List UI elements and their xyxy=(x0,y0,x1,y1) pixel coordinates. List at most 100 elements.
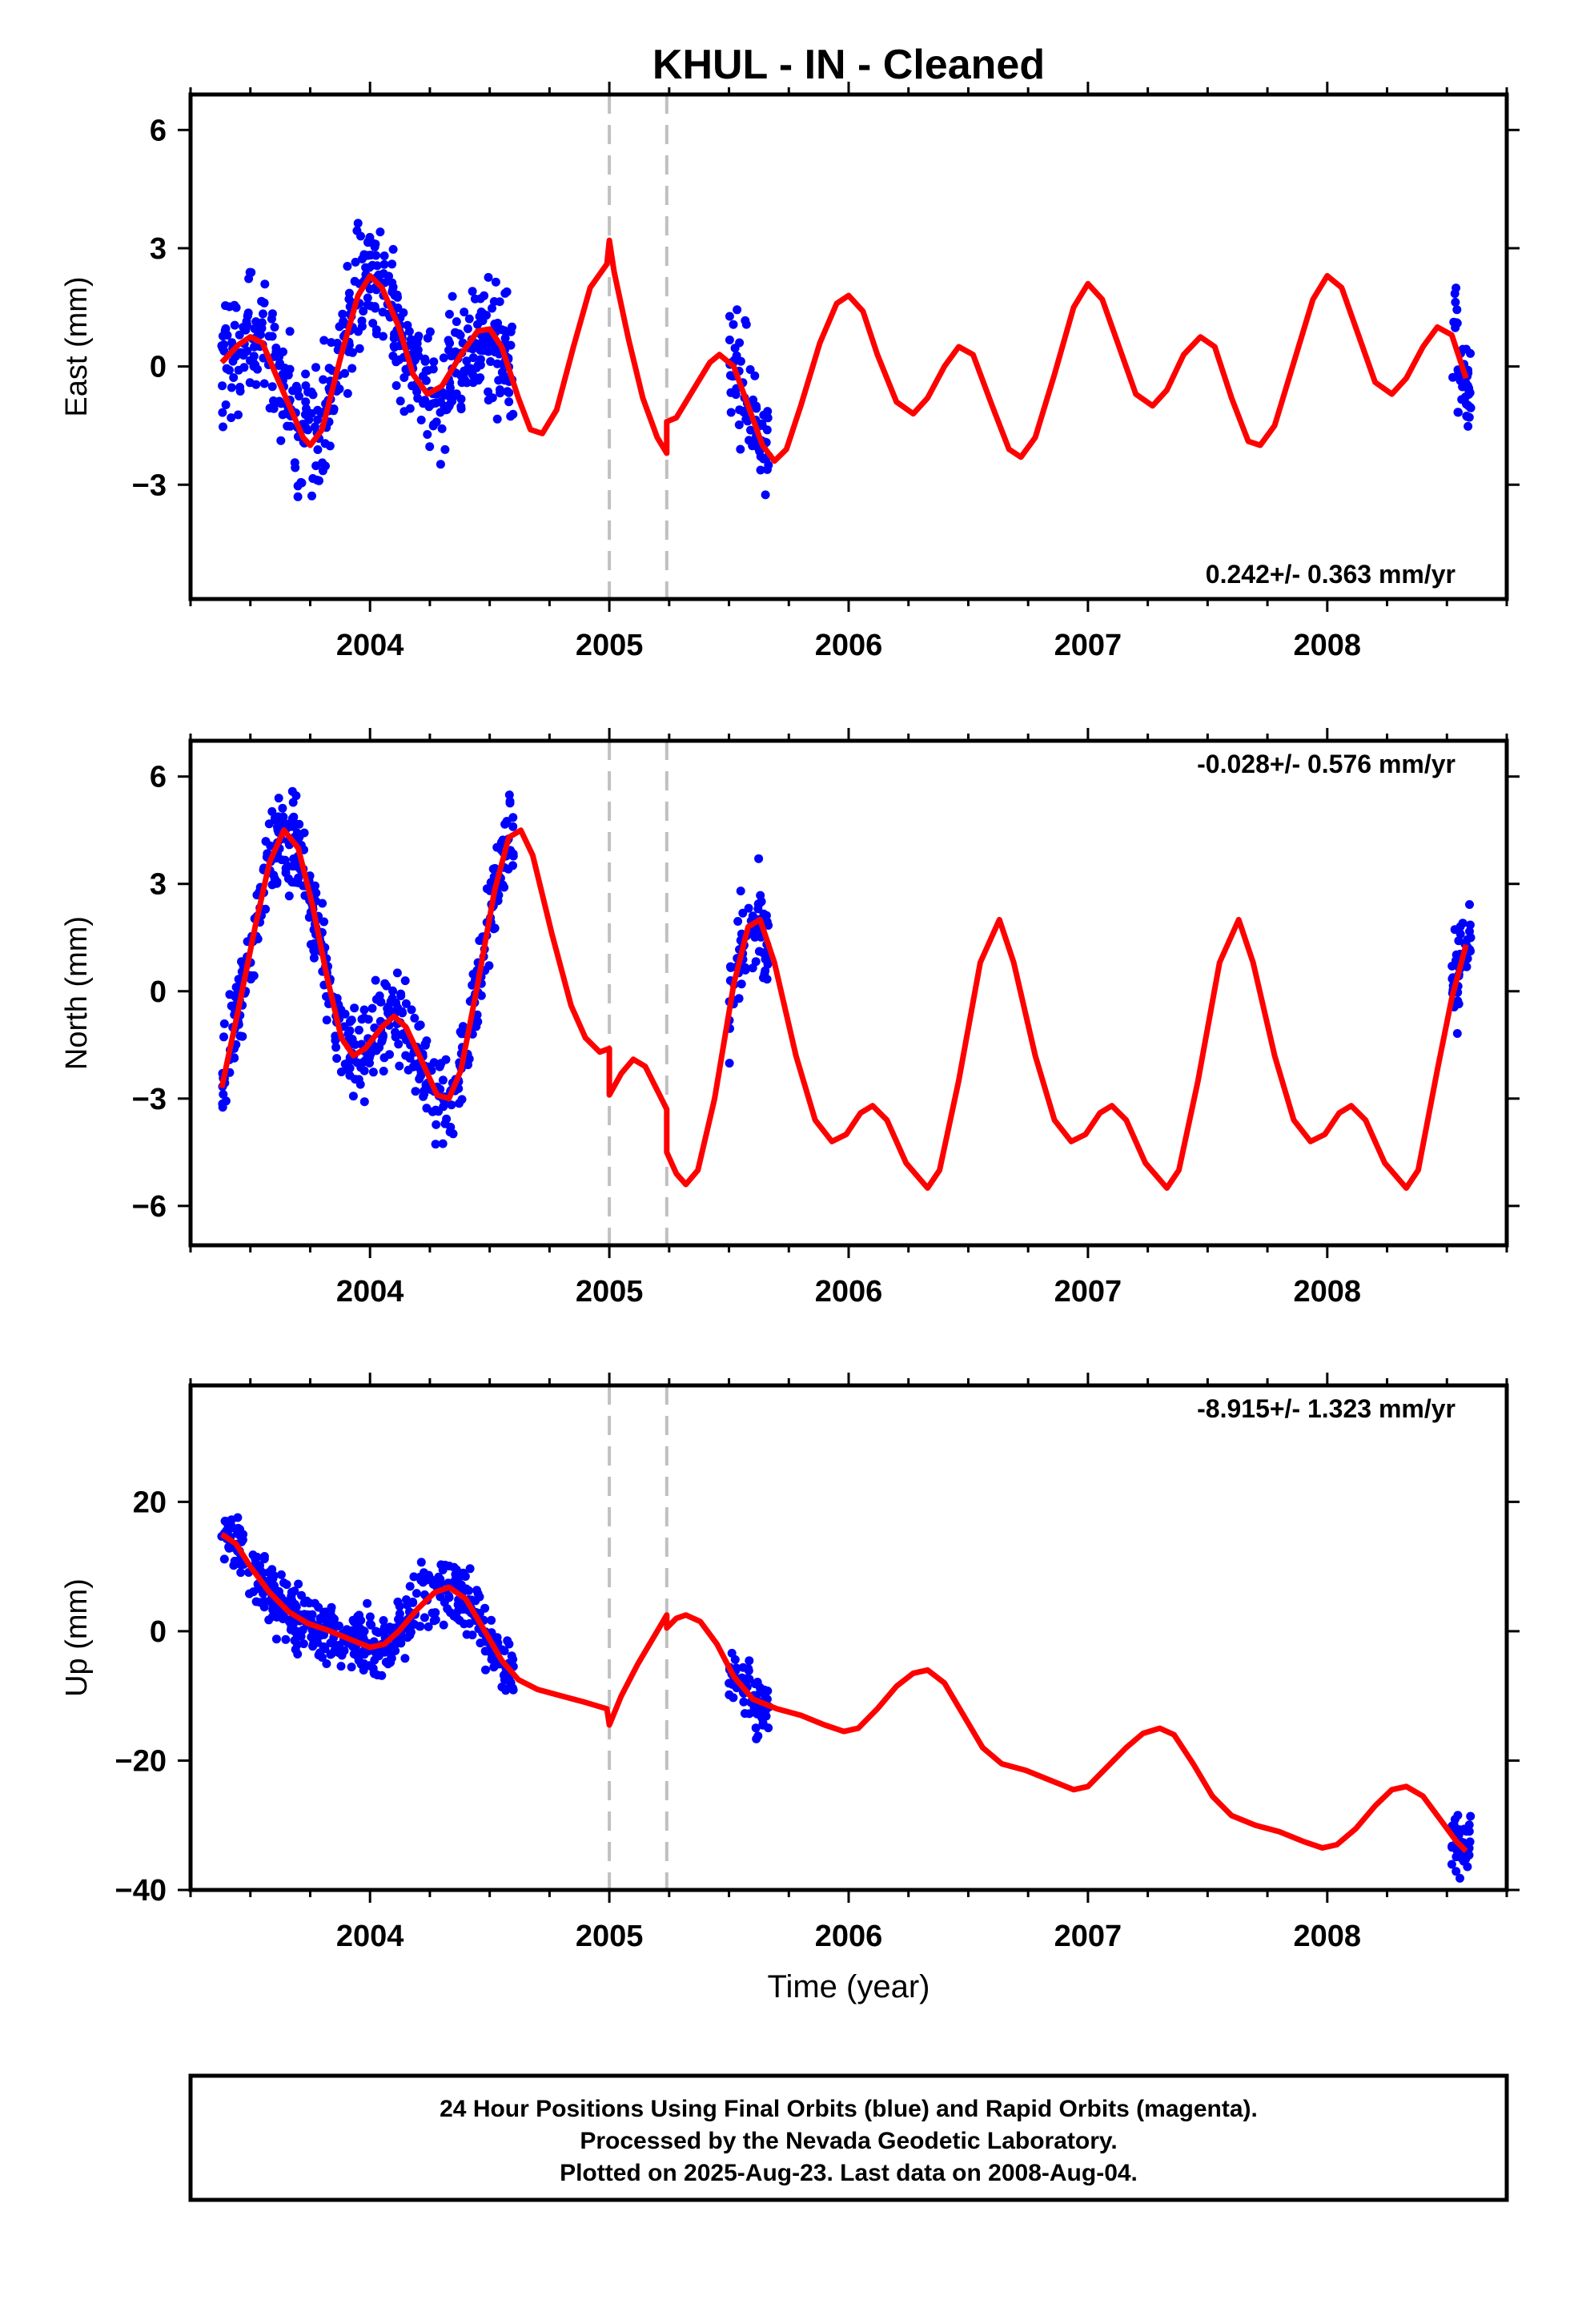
data-point xyxy=(444,309,454,319)
data-point xyxy=(287,1587,296,1597)
data-point xyxy=(278,410,287,420)
data-point xyxy=(234,410,243,420)
data-point xyxy=(347,348,357,357)
data-point xyxy=(284,891,294,901)
data-point xyxy=(393,1597,403,1606)
data-point xyxy=(229,373,239,382)
y-tick-label: −6 xyxy=(132,1190,167,1224)
data-point xyxy=(367,1003,377,1013)
y-axis-label: North (mm) xyxy=(60,916,94,1070)
data-point xyxy=(1456,929,1465,939)
data-point xyxy=(1450,1815,1460,1824)
data-point xyxy=(264,1615,274,1625)
data-point xyxy=(447,352,456,360)
data-point xyxy=(755,1683,765,1692)
data-point xyxy=(231,303,241,312)
data-point xyxy=(396,396,405,406)
data-point xyxy=(402,1595,411,1604)
data-point xyxy=(429,357,439,367)
velocity-label: 0.242+/- 0.363 mm/yr xyxy=(1206,560,1456,589)
data-point xyxy=(293,492,303,501)
data-point xyxy=(401,999,411,1008)
data-point xyxy=(497,368,507,377)
data-point xyxy=(363,237,372,247)
data-point xyxy=(448,292,457,301)
data-point xyxy=(259,1554,269,1564)
data-point xyxy=(259,1596,269,1606)
data-point xyxy=(280,855,290,865)
data-point xyxy=(389,341,399,351)
data-point xyxy=(754,947,764,956)
data-point xyxy=(470,294,480,304)
model-curve xyxy=(219,237,1469,464)
data-point xyxy=(313,445,323,454)
data-point xyxy=(219,1019,229,1028)
data-point xyxy=(267,309,277,319)
data-point xyxy=(239,363,249,372)
data-point xyxy=(737,979,746,989)
data-point xyxy=(416,1622,425,1631)
data-point xyxy=(476,341,486,350)
data-point xyxy=(403,1633,412,1642)
data-point xyxy=(761,490,770,500)
data-point xyxy=(431,1615,440,1625)
data-point xyxy=(751,1723,761,1733)
data-point xyxy=(482,332,491,341)
data-point xyxy=(400,407,409,416)
x-tick-label: 2008 xyxy=(1294,1920,1362,1953)
data-point xyxy=(400,976,410,986)
data-point xyxy=(235,1031,245,1041)
data-point xyxy=(392,968,402,978)
data-point xyxy=(492,414,502,424)
data-point xyxy=(744,903,753,913)
data-point xyxy=(377,1671,387,1680)
data-point xyxy=(275,1607,284,1617)
data-point xyxy=(1454,936,1464,946)
data-point xyxy=(472,363,481,372)
data-point xyxy=(297,1590,306,1600)
data-point xyxy=(416,416,426,424)
data-point xyxy=(726,408,736,417)
data-point xyxy=(468,970,478,979)
data-point xyxy=(491,277,500,287)
data-point xyxy=(405,1582,415,1591)
data-point xyxy=(243,346,252,356)
data-point xyxy=(399,308,408,317)
data-point xyxy=(412,387,422,396)
data-point xyxy=(396,989,406,999)
data-point xyxy=(290,458,299,468)
data-point xyxy=(429,420,439,429)
data-point xyxy=(292,828,302,838)
data-point xyxy=(334,1621,343,1630)
data-point xyxy=(1458,344,1468,354)
data-point xyxy=(431,1140,440,1149)
y-tick-label: −3 xyxy=(132,468,167,502)
data-point xyxy=(378,308,387,317)
data-point xyxy=(248,1550,258,1560)
data-point xyxy=(457,378,467,388)
data-point xyxy=(456,404,466,414)
data-point xyxy=(451,1570,460,1579)
data-point xyxy=(468,287,477,296)
model-curve xyxy=(219,827,1469,1191)
data-point xyxy=(379,1616,388,1625)
data-point xyxy=(350,276,359,286)
data-point xyxy=(251,380,261,389)
data-point xyxy=(249,971,259,980)
x-tick-label: 2008 xyxy=(1294,1275,1362,1309)
data-point xyxy=(288,1618,298,1628)
data-point xyxy=(230,320,239,330)
data-point xyxy=(416,1575,426,1585)
data-point xyxy=(351,1039,360,1049)
data-point xyxy=(267,382,277,392)
data-point xyxy=(464,314,474,324)
data-point xyxy=(454,1099,464,1108)
data-point xyxy=(374,1628,383,1637)
data-point xyxy=(1452,305,1462,315)
data-point xyxy=(412,352,421,362)
data-point xyxy=(281,1634,291,1644)
data-point xyxy=(494,376,504,385)
data-point xyxy=(1462,1827,1472,1836)
data-point xyxy=(1454,1830,1464,1839)
data-point xyxy=(1464,400,1473,410)
